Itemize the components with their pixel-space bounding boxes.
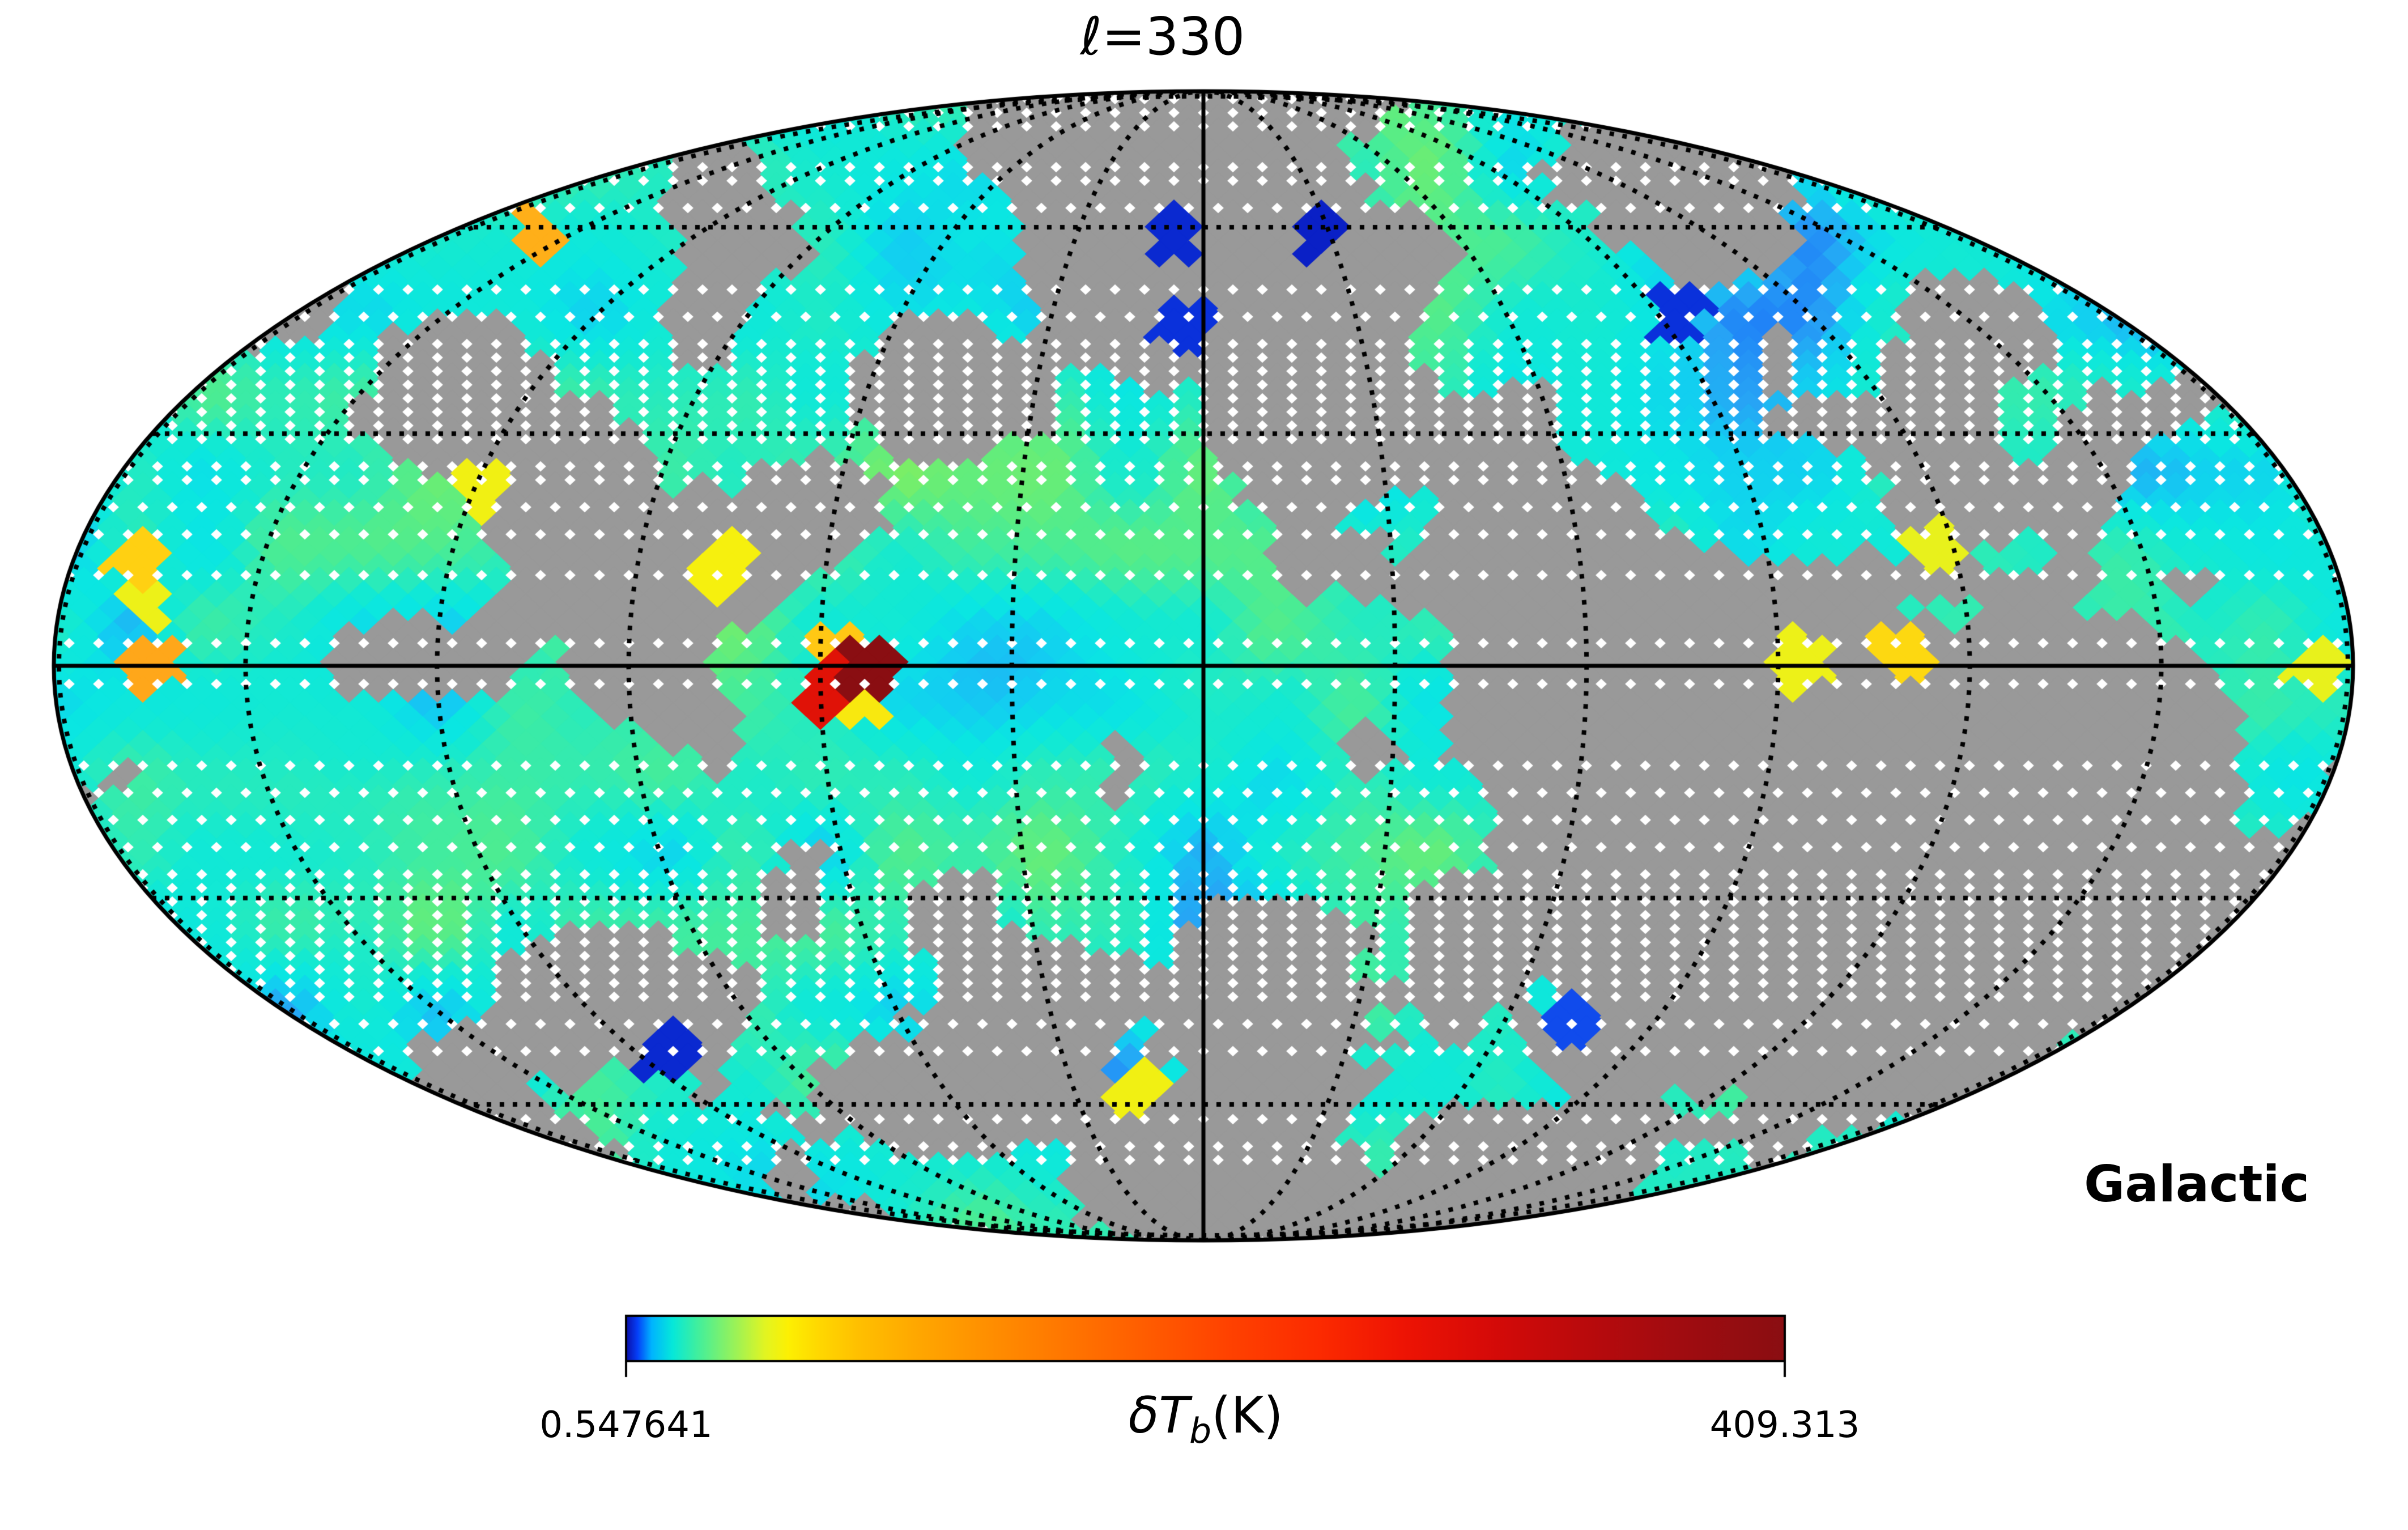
unit-subscript: b <box>1189 1410 1212 1452</box>
unit-prefix: δT <box>1128 1386 1190 1444</box>
colorbar-max-label: 409.313 <box>1709 1404 1860 1446</box>
plot-title: ℓ=330 <box>1080 6 1245 67</box>
coordinate-system-label: Galactic <box>2084 1155 2309 1213</box>
colorbar-unit-label: δTb(K) <box>1128 1386 1283 1452</box>
colorbar-min-label: 0.547641 <box>539 1404 713 1446</box>
colorbar <box>626 1316 1785 1361</box>
unit-suffix: (K) <box>1211 1386 1283 1444</box>
